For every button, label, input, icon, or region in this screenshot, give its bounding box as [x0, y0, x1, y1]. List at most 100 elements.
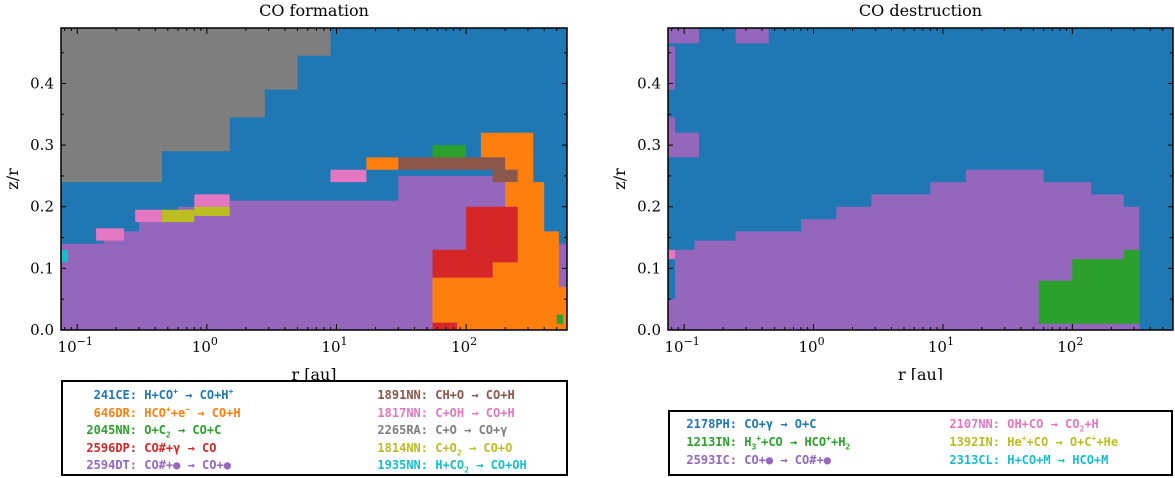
- formation-legend-id: 2594DT:: [86, 458, 137, 472]
- formation-region-red: [432, 322, 457, 330]
- formation-region-brown: [492, 169, 518, 183]
- destruction-axes-frame: [667, 27, 1174, 331]
- formation-legend-entry: 2045NN: O+C2 → CO+C: [77, 422, 577, 440]
- destruction-legend-entry: 1213IN: H3++CO → HCO++H2: [677, 434, 1175, 452]
- formation-xtick-label: 10−1: [58, 335, 93, 356]
- destruction-xtick-label: 102: [1057, 335, 1083, 356]
- formation-legend-reaction: HCO++e− → CO+H: [137, 404, 241, 420]
- formation-legend-reaction: C+O → CO+γ: [428, 423, 508, 437]
- formation-region-pink: [96, 228, 125, 241]
- destruction-legend-entry: 1392IN: He++CO → O+C++He: [940, 434, 1175, 450]
- formation-region-red: [466, 206, 493, 250]
- formation-region-cyan: [61, 249, 68, 263]
- destruction-legend-id: 2593IC:: [686, 453, 737, 467]
- destruction-region-purple: [668, 28, 699, 44]
- formation-region-purple: [61, 175, 518, 244]
- formation-legend-entry: 1814NN: C+O2 → CO+O: [368, 440, 868, 457]
- destruction-xtick-label: 100: [799, 335, 825, 356]
- formation-region-orange: [432, 132, 567, 330]
- destruction-xtick-label: 101: [928, 335, 954, 356]
- formation-legend-id: 2045NN:: [86, 423, 137, 437]
- formation-legend-entry: 2596DP: CO#+γ → CO: [77, 440, 577, 456]
- destruction-legend-reaction: CO+● → CO#+●: [737, 453, 831, 467]
- destruction-ytick-label: 0.3: [637, 136, 661, 154]
- destruction-region-pink: [668, 249, 675, 260]
- formation-legend: [61, 380, 568, 476]
- formation-ytick-label: 0.2: [30, 198, 54, 216]
- formation-xtick-label: 100: [192, 335, 218, 356]
- destruction-legend-reaction: H3++CO → HCO++H2: [737, 434, 851, 452]
- destruction-legend-id: 1213IN:: [686, 435, 737, 449]
- formation-legend-id: 1935NN:: [377, 458, 428, 472]
- destruction-legend-id: 2313CL:: [949, 453, 1000, 467]
- formation-legend-entry: 1891NN: CH+O → CO+H: [368, 387, 868, 403]
- formation-legend-id: 1891NN:: [377, 388, 428, 402]
- formation-ytick-label: 0.1: [30, 259, 54, 277]
- formation-region-pink: [194, 194, 230, 207]
- formation-legend-entry: 241CE: H+CO+ → CO+H+: [77, 387, 577, 403]
- formation-region-olive: [194, 206, 230, 216]
- formation-region-green: [432, 145, 467, 158]
- formation-region-green: [556, 314, 564, 324]
- destruction-region-purple: [668, 117, 699, 158]
- formation-legend-reaction: O+C2 → CO+C: [137, 423, 222, 440]
- formation-region-olive: [161, 209, 195, 223]
- formation-legend-entry: 646DR: HCO++e− → CO+H: [77, 405, 577, 421]
- destruction-ytick-label: 0.0: [637, 321, 661, 339]
- formation-region-red: [432, 249, 493, 278]
- destruction-legend: [668, 410, 1173, 476]
- destruction-legend-entry: 2178PH: CO+γ → O+C: [677, 416, 1175, 432]
- formation-region-gray: [61, 28, 331, 183]
- formation-title: CO formation: [259, 1, 369, 20]
- destruction-region-purple: [668, 46, 675, 90]
- destruction-legend-id: 2178PH:: [686, 417, 737, 431]
- formation-xtick-label: 102: [451, 335, 477, 356]
- formation-ytick-label: 0.3: [30, 136, 54, 154]
- destruction-xtick-label: 10−1: [665, 335, 700, 356]
- formation-legend-reaction: CO#+● → CO+●: [137, 458, 231, 472]
- formation-legend-entry: 2594DT: CO#+● → CO+●: [77, 457, 577, 473]
- formation-ytick-label: 0.4: [30, 74, 54, 92]
- destruction-legend-id: 2107NN:: [949, 417, 1000, 431]
- formation-legend-entry: 1935NN: H+CO2 → CO+OH: [368, 457, 868, 475]
- formation-legend-reaction: CH+O → CO+H: [428, 388, 515, 402]
- formation-legend-reaction: H+CO+ → CO+H+: [137, 387, 234, 403]
- formation-region-orange: [366, 157, 399, 170]
- destruction-legend-entry: 2593IC: CO+● → CO#+●: [677, 452, 1175, 468]
- destruction-ylabel: z/r: [610, 168, 629, 190]
- formation-legend-reaction: C+OH → CO+H: [428, 405, 515, 420]
- formation-ytick-label: 0.0: [30, 321, 54, 339]
- formation-region-pink: [135, 209, 162, 223]
- formation-legend-reaction: H+CO2 → CO+OH: [428, 458, 527, 475]
- formation-region-pink: [330, 169, 367, 183]
- destruction-legend-reaction: H+CO+M → HCO+M: [1000, 453, 1109, 467]
- destruction-ytick-label: 0.4: [637, 74, 661, 92]
- formation-legend-id: 2265RA:: [377, 423, 428, 437]
- formation-region-brown: [398, 157, 506, 170]
- formation-xtick-label: 101: [321, 335, 347, 356]
- destruction-region-purple: [735, 28, 769, 44]
- destruction-region-purple: [668, 169, 1140, 330]
- destruction-legend-entry: 2107NN: OH+CO → CO2+H: [940, 416, 1175, 434]
- destruction-legend-id: 1392IN:: [949, 435, 1000, 449]
- formation-xlabel: r [au]: [291, 365, 336, 380]
- formation-legend-reaction: C+O2 → CO+O: [428, 440, 513, 457]
- destruction-region-green: [1038, 249, 1140, 324]
- formation-axes-frame: [60, 27, 568, 331]
- formation-legend-id: 2596DP:: [86, 440, 137, 455]
- destruction-legend-reaction: OH+CO → CO2+H: [1000, 417, 1099, 434]
- formation-legend-reaction: CO#+γ → CO: [137, 440, 217, 455]
- formation-legend-entry: 2265RA: C+O → CO+γ: [368, 422, 868, 438]
- chart-canvas: CO formation r [au] z/r 0.0 0.1 0.2 0.3 0.4 10−1…: [3, 1, 1174, 380]
- formation-legend-id: 241CE:: [93, 388, 137, 402]
- destruction-legend-reaction: CO+γ → O+C: [737, 417, 817, 431]
- destruction-legend-entry: 2313CL: H+CO+M → HCO+M: [940, 452, 1175, 468]
- formation-legend-id: 646DR:: [93, 405, 137, 420]
- formation-legend-id: 1814NN:: [377, 440, 428, 455]
- formation-region-red: [492, 206, 518, 263]
- formation-ylabel: z/r: [3, 168, 22, 190]
- formation-legend-id: 1817NN:: [377, 405, 428, 420]
- destruction-ytick-label: 0.1: [637, 259, 661, 277]
- destruction-ytick-label: 0.2: [637, 198, 661, 216]
- destruction-xlabel: r [au]: [898, 365, 943, 380]
